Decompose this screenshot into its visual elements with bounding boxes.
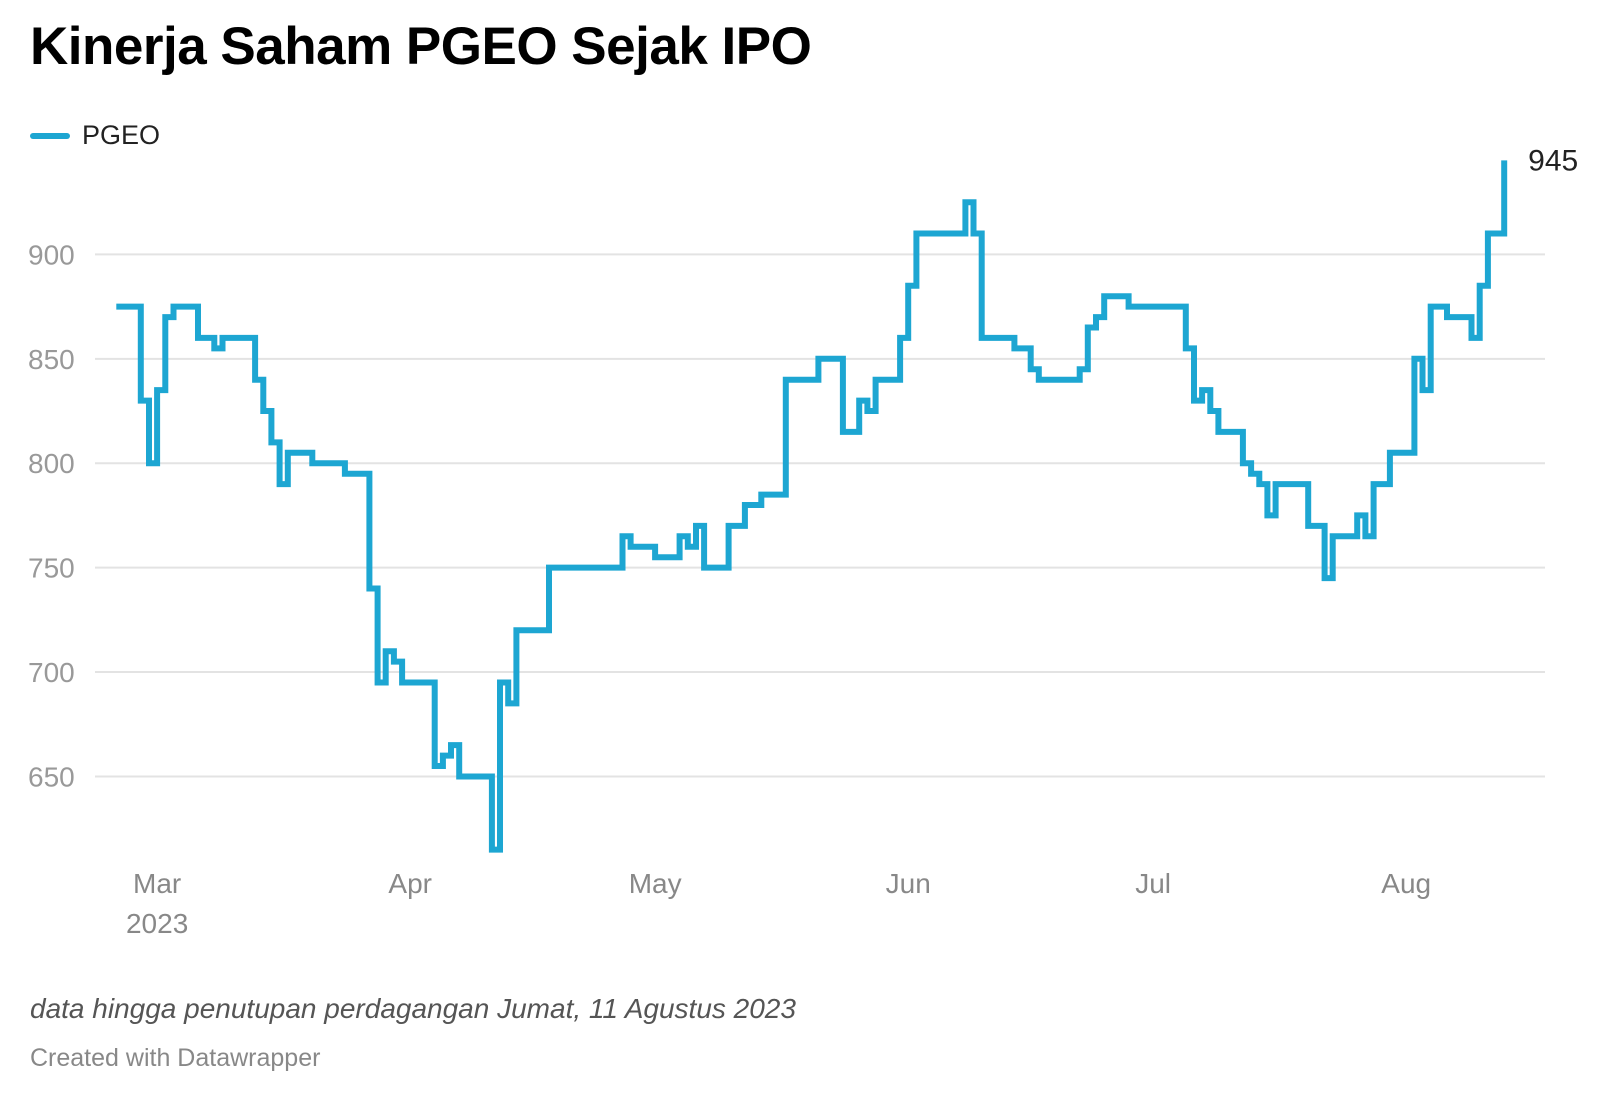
end-value-label: 945: [1528, 144, 1578, 177]
legend-label: PGEO: [82, 120, 161, 150]
legend-swatch: [30, 132, 70, 139]
x-tick-label-apr: Apr: [388, 868, 432, 899]
series-line-pgeo: [116, 160, 1508, 853]
chart-legend: PGEO: [30, 120, 160, 151]
series-layer: [116, 160, 1508, 853]
chart-title: Kinerja Saham PGEO Sejak IPO: [30, 17, 812, 76]
x-tick-label-aug: Aug: [1381, 868, 1431, 899]
x-tick-label-may: May: [629, 868, 682, 899]
x-tick-sublabel-2023: 2023: [126, 908, 188, 939]
chart-plot: 650 700 750 800 850 900 Mar 2023 Apr May Jun Jul Au…: [28, 144, 1578, 939]
x-tick-label-jun: Jun: [886, 868, 931, 899]
chart-credit: Created with Datawrapper: [30, 1044, 321, 1072]
grid-layer: [95, 253, 1545, 778]
x-tick-label-mar: Mar: [133, 868, 181, 899]
y-tick-label-700: 700: [28, 657, 75, 688]
y-tick-label-900: 900: [28, 239, 75, 270]
y-tick-label-750: 750: [28, 553, 75, 584]
x-axis-ticks: Mar 2023 Apr May Jun Jul Aug: [126, 868, 1431, 939]
x-tick-label-jul: Jul: [1135, 868, 1171, 899]
y-tick-label-800: 800: [28, 448, 75, 479]
y-tick-label-650: 650: [28, 761, 75, 792]
y-tick-label-850: 850: [28, 344, 75, 375]
end-label-layer: 945: [1528, 144, 1578, 177]
y-axis-ticks: 650 700 750 800 850 900: [28, 239, 75, 792]
chart-notes: data hingga penutupan perdagangan Jumat,…: [30, 993, 796, 1024]
